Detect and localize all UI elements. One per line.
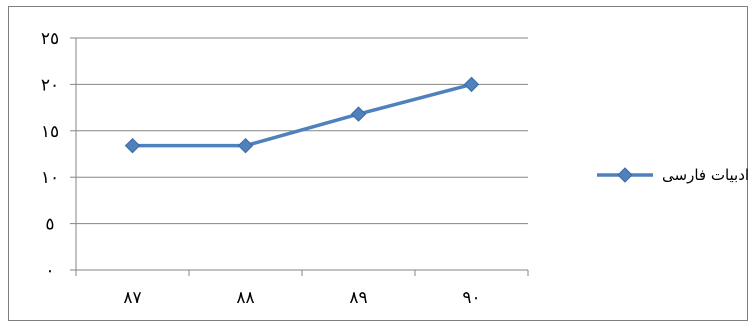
- legend: ادبیات فارسی: [597, 166, 749, 184]
- data-point-marker: [350, 106, 367, 122]
- data-point-marker: [463, 76, 480, 93]
- y-tick-label: ١٠: [41, 168, 59, 188]
- chart-border: [8, 6, 748, 321]
- series-line: [132, 82, 472, 148]
- data-point-marker: [237, 137, 254, 154]
- x-tick-label: ٩٠: [462, 288, 480, 308]
- x-axis-tick-labels: ٨٧ ٨٨ ٨٩ ٩٠: [123, 288, 480, 308]
- axes: [70, 37, 529, 276]
- y-tick-label: ٠: [45, 261, 54, 281]
- y-tick-label: ٢٠: [41, 75, 59, 95]
- legend-label: ادبیات فارسی: [662, 166, 749, 184]
- y-axis-tick-labels: ٠ ٥ ١٠ ١٥ ٢٠ ٢٥: [41, 29, 59, 281]
- y-tick-label: ٢٥: [41, 29, 59, 49]
- data-point-marker: [124, 137, 141, 154]
- x-tick-label: ٨٧: [123, 288, 141, 308]
- legend-diamond-marker: [617, 167, 633, 183]
- y-tick-label: ٥: [45, 215, 54, 235]
- x-tick-label: ٨٩: [349, 288, 367, 308]
- y-tick-label: ١٥: [41, 122, 59, 142]
- x-tick-label: ٨٨: [236, 288, 254, 308]
- series: [124, 76, 480, 154]
